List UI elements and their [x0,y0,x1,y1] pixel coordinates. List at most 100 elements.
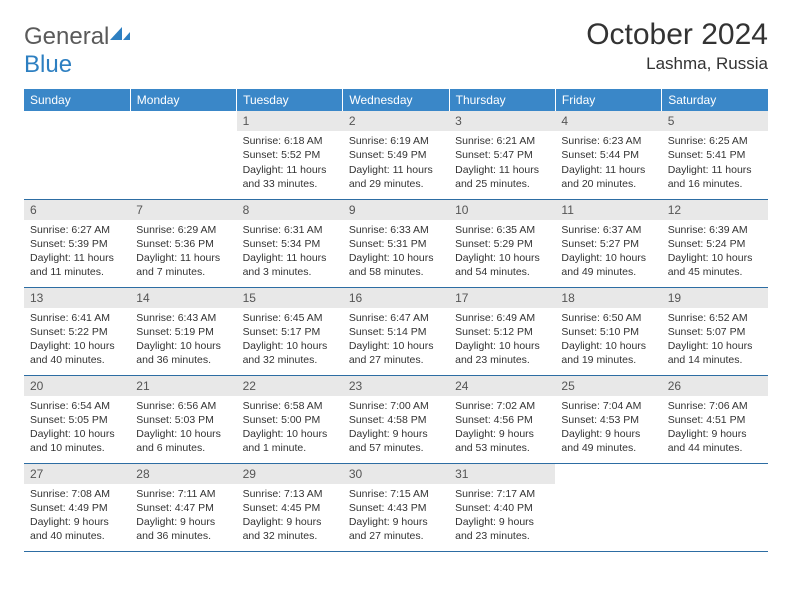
calendar-day-cell: 10Sunrise: 6:35 AMSunset: 5:29 PMDayligh… [449,199,555,287]
day-number: 12 [662,200,768,220]
day-number: 19 [662,288,768,308]
day-details: Sunrise: 6:19 AMSunset: 5:49 PMDaylight:… [343,131,449,195]
day-details: Sunrise: 6:37 AMSunset: 5:27 PMDaylight:… [555,220,661,284]
calendar-week-row: 27Sunrise: 7:08 AMSunset: 4:49 PMDayligh… [24,463,768,551]
day-number: 21 [130,376,236,396]
day-number: 24 [449,376,555,396]
calendar-table: SundayMondayTuesdayWednesdayThursdayFrid… [24,89,768,552]
page-header: GeneralBlue October 2024 Lashma, Russia [24,18,768,77]
weekday-header: Tuesday [237,89,343,111]
day-details: Sunrise: 6:35 AMSunset: 5:29 PMDaylight:… [449,220,555,284]
calendar-day-cell: 15Sunrise: 6:45 AMSunset: 5:17 PMDayligh… [237,287,343,375]
day-number: 14 [130,288,236,308]
day-details: Sunrise: 6:49 AMSunset: 5:12 PMDaylight:… [449,308,555,372]
calendar-day-cell: 26Sunrise: 7:06 AMSunset: 4:51 PMDayligh… [662,375,768,463]
day-number: 25 [555,376,661,396]
day-details: Sunrise: 6:33 AMSunset: 5:31 PMDaylight:… [343,220,449,284]
day-number: 5 [662,111,768,131]
day-details: Sunrise: 6:23 AMSunset: 5:44 PMDaylight:… [555,131,661,195]
weekday-header: Friday [555,89,661,111]
day-number: 16 [343,288,449,308]
title-block: October 2024 Lashma, Russia [586,18,768,74]
weekday-header: Wednesday [343,89,449,111]
calendar-week-row: 20Sunrise: 6:54 AMSunset: 5:05 PMDayligh… [24,375,768,463]
calendar-day-cell: 22Sunrise: 6:58 AMSunset: 5:00 PMDayligh… [237,375,343,463]
day-details: Sunrise: 6:54 AMSunset: 5:05 PMDaylight:… [24,396,130,460]
day-details: Sunrise: 7:04 AMSunset: 4:53 PMDaylight:… [555,396,661,460]
day-details: Sunrise: 6:31 AMSunset: 5:34 PMDaylight:… [237,220,343,284]
day-number: 1 [237,111,343,131]
day-details: Sunrise: 6:21 AMSunset: 5:47 PMDaylight:… [449,131,555,195]
day-details: Sunrise: 7:13 AMSunset: 4:45 PMDaylight:… [237,484,343,548]
day-details: Sunrise: 6:52 AMSunset: 5:07 PMDaylight:… [662,308,768,372]
brand-word-1: General [24,23,109,50]
day-number: 26 [662,376,768,396]
calendar-day-cell: 8Sunrise: 6:31 AMSunset: 5:34 PMDaylight… [237,199,343,287]
calendar-day-cell: 27Sunrise: 7:08 AMSunset: 4:49 PMDayligh… [24,463,130,551]
weekday-header: Monday [130,89,236,111]
day-number: 13 [24,288,130,308]
day-number: 17 [449,288,555,308]
calendar-day-cell: 1Sunrise: 6:18 AMSunset: 5:52 PMDaylight… [237,111,343,199]
day-details: Sunrise: 7:11 AMSunset: 4:47 PMDaylight:… [130,484,236,548]
calendar-day-cell: .. [24,111,130,199]
day-number: 8 [237,200,343,220]
calendar-day-cell: 20Sunrise: 6:54 AMSunset: 5:05 PMDayligh… [24,375,130,463]
calendar-day-cell: 12Sunrise: 6:39 AMSunset: 5:24 PMDayligh… [662,199,768,287]
calendar-day-cell: 5Sunrise: 6:25 AMSunset: 5:41 PMDaylight… [662,111,768,199]
day-details: Sunrise: 6:56 AMSunset: 5:03 PMDaylight:… [130,396,236,460]
day-details: Sunrise: 6:39 AMSunset: 5:24 PMDaylight:… [662,220,768,284]
day-details: Sunrise: 7:15 AMSunset: 4:43 PMDaylight:… [343,484,449,548]
day-number: 18 [555,288,661,308]
day-number: 23 [343,376,449,396]
calendar-week-row: 6Sunrise: 6:27 AMSunset: 5:39 PMDaylight… [24,199,768,287]
weekday-header: Sunday [24,89,130,111]
brand-logo: GeneralBlue [24,18,132,77]
day-details: Sunrise: 6:18 AMSunset: 5:52 PMDaylight:… [237,131,343,195]
day-details: Sunrise: 6:50 AMSunset: 5:10 PMDaylight:… [555,308,661,372]
calendar-week-row: 13Sunrise: 6:41 AMSunset: 5:22 PMDayligh… [24,287,768,375]
day-number: 31 [449,464,555,484]
calendar-header-row: SundayMondayTuesdayWednesdayThursdayFrid… [24,89,768,111]
calendar-day-cell: 2Sunrise: 6:19 AMSunset: 5:49 PMDaylight… [343,111,449,199]
calendar-day-cell: .. [130,111,236,199]
day-number: 9 [343,200,449,220]
day-number: 27 [24,464,130,484]
day-details: Sunrise: 6:58 AMSunset: 5:00 PMDaylight:… [237,396,343,460]
calendar-day-cell: 29Sunrise: 7:13 AMSunset: 4:45 PMDayligh… [237,463,343,551]
calendar-day-cell: 17Sunrise: 6:49 AMSunset: 5:12 PMDayligh… [449,287,555,375]
calendar-day-cell: 6Sunrise: 6:27 AMSunset: 5:39 PMDaylight… [24,199,130,287]
day-number: 6 [24,200,130,220]
day-details: Sunrise: 6:47 AMSunset: 5:14 PMDaylight:… [343,308,449,372]
calendar-day-cell: 23Sunrise: 7:00 AMSunset: 4:58 PMDayligh… [343,375,449,463]
calendar-day-cell: 4Sunrise: 6:23 AMSunset: 5:44 PMDaylight… [555,111,661,199]
calendar-day-cell: 24Sunrise: 7:02 AMSunset: 4:56 PMDayligh… [449,375,555,463]
weekday-header: Thursday [449,89,555,111]
calendar-day-cell: 31Sunrise: 7:17 AMSunset: 4:40 PMDayligh… [449,463,555,551]
calendar-day-cell: .. [662,463,768,551]
day-number: 7 [130,200,236,220]
day-number: 15 [237,288,343,308]
day-number: 20 [24,376,130,396]
calendar-day-cell: 21Sunrise: 6:56 AMSunset: 5:03 PMDayligh… [130,375,236,463]
calendar-day-cell: 16Sunrise: 6:47 AMSunset: 5:14 PMDayligh… [343,287,449,375]
calendar-day-cell: 25Sunrise: 7:04 AMSunset: 4:53 PMDayligh… [555,375,661,463]
calendar-day-cell: 7Sunrise: 6:29 AMSunset: 5:36 PMDaylight… [130,199,236,287]
logo-sail-icon [110,26,132,42]
day-details: Sunrise: 7:17 AMSunset: 4:40 PMDaylight:… [449,484,555,548]
calendar-day-cell: 3Sunrise: 6:21 AMSunset: 5:47 PMDaylight… [449,111,555,199]
calendar-day-cell: 14Sunrise: 6:43 AMSunset: 5:19 PMDayligh… [130,287,236,375]
day-details: Sunrise: 6:45 AMSunset: 5:17 PMDaylight:… [237,308,343,372]
day-number: 28 [130,464,236,484]
weekday-header: Saturday [662,89,768,111]
day-details: Sunrise: 7:08 AMSunset: 4:49 PMDaylight:… [24,484,130,548]
day-number: 10 [449,200,555,220]
calendar-day-cell: 13Sunrise: 6:41 AMSunset: 5:22 PMDayligh… [24,287,130,375]
calendar-day-cell: 30Sunrise: 7:15 AMSunset: 4:43 PMDayligh… [343,463,449,551]
day-details: Sunrise: 7:00 AMSunset: 4:58 PMDaylight:… [343,396,449,460]
day-details: Sunrise: 6:43 AMSunset: 5:19 PMDaylight:… [130,308,236,372]
day-details: Sunrise: 7:06 AMSunset: 4:51 PMDaylight:… [662,396,768,460]
day-details: Sunrise: 7:02 AMSunset: 4:56 PMDaylight:… [449,396,555,460]
calendar-day-cell: 28Sunrise: 7:11 AMSunset: 4:47 PMDayligh… [130,463,236,551]
calendar-day-cell: 9Sunrise: 6:33 AMSunset: 5:31 PMDaylight… [343,199,449,287]
